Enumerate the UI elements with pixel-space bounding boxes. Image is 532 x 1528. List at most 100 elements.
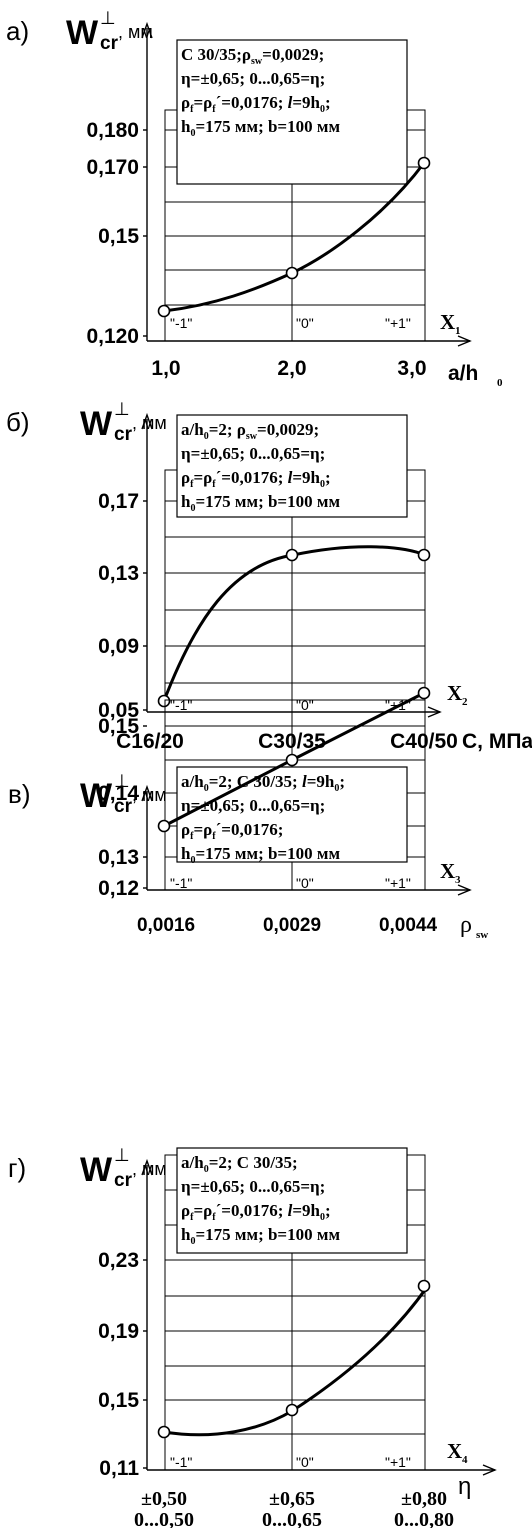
params-line: η=±0,65; 0...0,65=η; [181,796,325,815]
params-seg: =175 мм; b=100 мм [195,117,340,136]
params-seg: =0,0029; [257,420,319,439]
data-point [417,1279,431,1293]
y-tick-label: 0,23 [98,1249,139,1272]
params-line: ρf=ρf´=0,0176; l=9h0; [181,93,331,115]
data-point [157,694,171,708]
params-seg: f [190,1212,194,1223]
x-variable-sub: 1 [455,325,461,337]
x-axis-arrow [482,1464,497,1476]
params-seg: =2; ρ [209,420,246,439]
panel-label: г) [8,1153,26,1183]
params-seg: 0 [204,783,209,794]
data-point [417,548,431,562]
params-seg: =ρ [193,820,212,839]
y-tick-label: 0,15 [98,1389,139,1412]
level-label: "0" [296,875,314,891]
y-axis-arrow [141,1158,153,1176]
x-tick-label: 0,0029 [263,915,321,936]
params-seg: =9h [292,1201,320,1220]
params-line: a/h0=2; ρsw=0,0029; [181,420,319,442]
params-seg: sw [251,56,263,67]
params-seg: l [288,468,293,487]
params-seg: h [181,1225,191,1244]
params-line: h0=175 мм; b=100 мм [181,1225,340,1247]
params-seg: h [181,844,191,863]
y-title-sub: cr [114,424,133,445]
x-tick-label: ±0,80 [401,1488,447,1510]
x-axis-name-sub: sw [476,929,488,941]
data-point [157,304,171,318]
params-line: a/h0=2; C 30/35; l=9h0; [181,772,345,794]
y-tick-label: 0,13 [98,846,139,869]
params-seg: ´=0,0176; [216,468,288,487]
params-seg: f [190,104,194,115]
params-seg: =2; C 30/35; [209,1153,298,1172]
params-seg: f [212,831,216,842]
x-axis-name: C, МПа [462,730,532,753]
chart-panel-1: а) W ⊥ cr, мм 0,120 0,15 0,170 0,180 "-1" "0" "+1"… [6,8,503,389]
x-axis-name-sub: 0 [497,377,503,389]
params-seg: η=±0,65; 0...0,65=η; [181,444,325,463]
x-tick-label-2: 0...0,65 [262,1509,322,1528]
y-axis-arrow [141,21,153,39]
level-label: "-1" [170,697,192,713]
y-axis-arrow [141,412,153,430]
params-box [176,766,408,863]
x-axis-name: a/h [448,362,478,385]
params-seg: =9h [292,468,320,487]
x-axis-arrow [457,884,472,896]
x-tick-label: ±0,65 [269,1488,315,1510]
level-label: "-1" [170,875,192,891]
x-tick-label: C40/50 [390,730,458,753]
params-seg: 0 [190,855,195,866]
params-line: C 30/35;ρsw=0,0029; [181,45,324,67]
params-box [176,414,408,518]
y-tick-label: 0,15 [98,225,139,248]
y-title-main: W [80,405,113,443]
params-seg: =ρ [193,93,212,112]
params-line: η=±0,65; 0...0,65=η; [181,444,325,463]
y-title-sup: ⊥ [114,771,130,792]
x-tick-label-2: 0...0,50 [134,1509,194,1528]
params-seg: ; [339,772,345,791]
chart-panel-3: в) W ⊥cr, мм0,120,130,140,15"-1" "0" "+1" X 30… [8,686,488,941]
params-seg: ρ [181,820,190,839]
params-seg: =ρ [193,1201,212,1220]
panel-label: б) [6,407,30,437]
level-label: "0" [296,1454,314,1470]
y-title-sub: cr [100,33,119,54]
level-label: "+1" [385,1454,411,1470]
y-title-unit: , мм [118,22,153,42]
params-seg: ; [325,93,331,112]
params-seg: 0 [334,783,339,794]
params-seg: ´=0,0176; [216,820,284,839]
x-variable: X [440,859,455,883]
panel-label: в) [8,779,30,809]
y-title-main: W [80,1151,113,1189]
params-line: η=±0,65; 0...0,65=η; [181,1177,325,1196]
y-tick-label: 0,15 [98,715,139,738]
y-tick-label: 0,14 [98,782,139,805]
params-seg: η=±0,65; 0...0,65=η; [181,796,325,815]
y-tick-label: 0,12 [98,877,139,900]
params-seg: f [190,479,194,490]
params-seg: =175 мм; b=100 мм [195,1225,340,1244]
params-seg: ; [325,468,331,487]
params-seg: 0 [320,1212,325,1223]
y-title-sup: ⊥ [100,8,116,29]
params-line: ρf=ρf´=0,0176; [181,820,283,842]
level-label: "+1" [385,315,411,331]
x-variable-sub: 4 [462,1454,468,1466]
level-label: "0" [296,315,314,331]
params-seg: =9h [307,772,335,791]
params-line: ρf=ρf´=0,0176; l=9h0; [181,1201,331,1223]
params-seg: 0 [320,104,325,115]
params-seg: l [288,1201,293,1220]
params-seg: f [212,1212,216,1223]
params-seg: a/h [181,420,204,439]
x-variable-sub: 3 [455,874,461,886]
x-tick-label: C16/20 [116,730,184,753]
params-seg: f [212,104,216,115]
y-axis-arrow [141,784,153,802]
y-tick-label: 0,19 [98,1320,139,1343]
